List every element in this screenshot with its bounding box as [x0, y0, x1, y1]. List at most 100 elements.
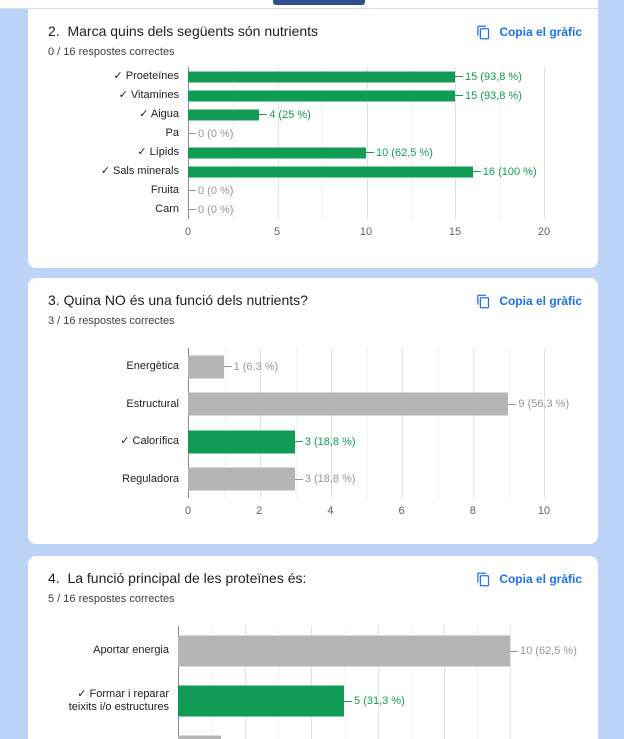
- callout-line: [223, 366, 232, 368]
- value-label-group: 3 (18,8 %): [294, 473, 356, 485]
- category-label: Carn: [155, 202, 179, 215]
- gridline: [277, 67, 279, 219]
- gridline: [544, 348, 545, 498]
- value-label-group: 0 (0 %): [188, 185, 233, 197]
- chart-row: Fruita 0 (0 %): [48, 181, 590, 200]
- question-card-4: 4. La funció principal de les proteïnes …: [28, 556, 598, 739]
- value-label: 10 (62,5 %): [376, 146, 433, 159]
- chart-row: Reguladora 3 (18,8 %): [48, 461, 590, 499]
- axis-tick-label: 4: [327, 505, 334, 517]
- copy-icon: [476, 294, 491, 309]
- category-label: Energètica: [126, 360, 179, 373]
- copy-chart-button[interactable]: Copia el gràfic: [470, 566, 588, 592]
- bar: [178, 735, 222, 739]
- value-label: 10 (62,5 %): [520, 645, 577, 657]
- callout-line: [188, 133, 196, 134]
- value-label: 0 (0 %): [198, 184, 234, 197]
- row-plot: 1 (6,3 %): [188, 348, 544, 386]
- category-label: Pa: [165, 126, 179, 139]
- axis-tick-label: 15: [448, 226, 462, 238]
- value-label: 1 (6,3 %): [233, 360, 279, 373]
- copy-chart-button[interactable]: Copia el gràfic: [470, 19, 588, 45]
- category-label: ✓ Proeteïnes: [113, 69, 179, 82]
- value-label-group: 15 (93,8 %): [455, 71, 522, 83]
- row-plot: 16 (100 %): [188, 162, 544, 181]
- question-title: 4. La funció principal de les proteïnes …: [48, 570, 307, 586]
- callout-line: [510, 650, 518, 652]
- axis-tick-label: 2: [256, 505, 263, 517]
- value-label-group: 5 (31,3 %): [344, 695, 405, 707]
- row-plot: 10 (62,5 %): [188, 143, 544, 162]
- gridline: [212, 626, 214, 739]
- category-label: ✓ Formar i reparar teixits i/o estructur…: [68, 687, 169, 713]
- callout-line: [188, 190, 196, 191]
- value-label: 15 (93,8 %): [465, 70, 522, 83]
- callout-line: [366, 152, 374, 153]
- gridline: [377, 626, 379, 739]
- value-label-group: 10 (62,5 %): [510, 645, 577, 657]
- value-label-group: 15 (93,8 %): [455, 90, 522, 102]
- score-text: 3 / 16 respostes correctes: [48, 315, 175, 327]
- gridline: [366, 67, 368, 219]
- gridline: [260, 348, 261, 498]
- value-label-group: 10 (62,5 %): [366, 147, 433, 159]
- axis-tick-label: 10: [359, 226, 373, 238]
- bar: [178, 635, 510, 667]
- question-card-3: 3. Quina NO és una funció dels nutrients…: [28, 278, 598, 544]
- gridline: [366, 348, 368, 498]
- question-title: 2. Marca quins dels següents són nutrien…: [48, 23, 319, 39]
- gridline: [476, 626, 478, 739]
- gridline: [402, 348, 403, 498]
- callout-line: [294, 478, 303, 480]
- chart-row: Estructural 9 (56,3 %): [48, 386, 590, 424]
- callout-line: [455, 76, 463, 77]
- chart-row: ✓ Vitamines 15 (93,8 %): [48, 86, 590, 105]
- category-label: Estructural: [126, 397, 179, 410]
- category-label: ✓ Lípids: [137, 145, 179, 158]
- bar: [188, 109, 260, 120]
- question-title: 3. Quina NO és una funció dels nutrients…: [48, 292, 308, 308]
- gridline: [510, 626, 511, 739]
- row-plot: 15 (93,8 %): [188, 86, 544, 105]
- category-label: ✓ Aigua: [139, 107, 179, 120]
- value-label: 15 (93,8 %): [465, 89, 522, 102]
- value-label: 3 (18,8 %): [304, 435, 356, 448]
- copy-button-label: Copia el gràfic: [499, 572, 582, 586]
- chart-plot-area: [178, 626, 511, 739]
- gridline: [473, 348, 474, 498]
- copy-chart-button[interactable]: Copia el gràfic: [470, 288, 588, 314]
- gridline: [331, 348, 332, 498]
- value-label-group: 9 (56,3 %): [508, 398, 569, 410]
- row-plot: 0 (0 %): [188, 181, 544, 200]
- chart-row: Energètica 1 (6,3 %): [48, 348, 590, 386]
- category-label: Fruita: [150, 183, 179, 196]
- row-plot: 10 (62,5 %): [178, 626, 577, 676]
- category-label: Reguladora: [122, 472, 179, 485]
- bar: [188, 430, 295, 454]
- row-plot: 9 (56,3 %): [188, 386, 569, 424]
- category-label: ✓ Calorífica: [120, 435, 179, 448]
- row-plot: 3 (18,8 %): [188, 461, 544, 499]
- row-plot: 5 (31,3 %): [178, 676, 510, 726]
- callout-line: [455, 95, 463, 96]
- bar: [188, 71, 455, 82]
- row-plot: [178, 726, 510, 739]
- chart-row: ✓ Aigua 4 (25 %): [48, 105, 590, 124]
- bar: [188, 355, 224, 379]
- chart-row: ✓ Formar i reparar teixits i/o estructur…: [48, 676, 590, 726]
- gridline: [410, 67, 412, 219]
- row-plot: 0 (0 %): [188, 200, 544, 219]
- axis-tick-label: 10: [537, 505, 551, 517]
- value-label-group: 16 (100 %): [472, 166, 537, 178]
- value-label: 0 (0 %): [198, 203, 234, 216]
- axis-tick-label: 0: [184, 226, 192, 238]
- top-tab-bar: [0, 0, 598, 9]
- row-plot: 0 (0 %): [188, 124, 544, 143]
- chart-row: Carn 0 (0 %): [48, 200, 590, 219]
- chart-row: ✓ Lípids 10 (62,5 %): [48, 143, 590, 162]
- value-label-group: 0 (0 %): [188, 204, 233, 216]
- bar: [188, 166, 473, 177]
- bar: [188, 392, 509, 416]
- question-card-2: 2. Marca quins dels següents són nutrien…: [28, 9, 598, 268]
